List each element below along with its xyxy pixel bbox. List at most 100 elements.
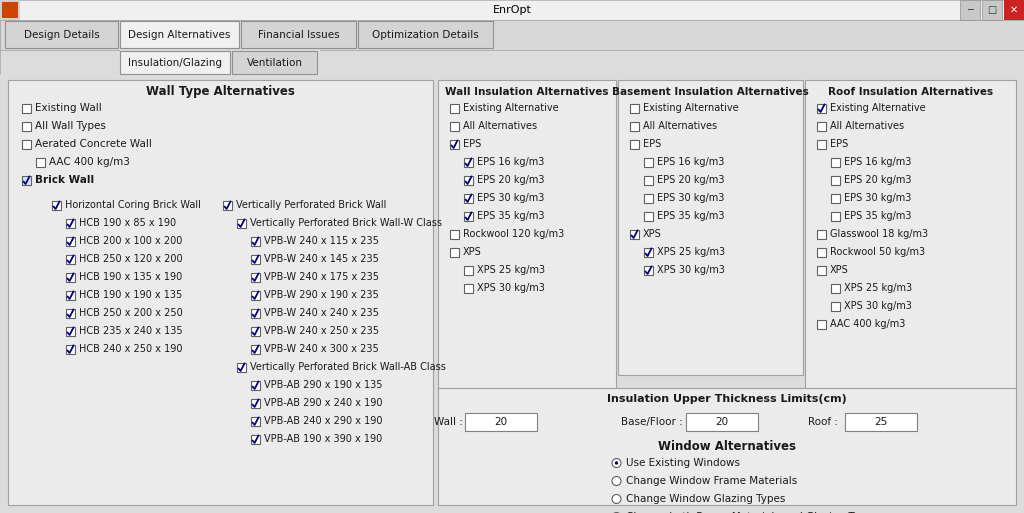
Text: 20: 20 bbox=[716, 417, 728, 427]
Text: VPB-W 240 x 250 x 235: VPB-W 240 x 250 x 235 bbox=[264, 326, 379, 336]
Text: 25: 25 bbox=[874, 417, 888, 427]
Bar bbox=[22, 175, 31, 185]
Bar bbox=[251, 435, 260, 444]
Bar bbox=[120, 51, 230, 74]
Bar bbox=[251, 254, 260, 264]
Bar bbox=[464, 211, 473, 221]
Text: EPS 16 kg/m3: EPS 16 kg/m3 bbox=[844, 157, 911, 167]
Bar bbox=[120, 21, 239, 48]
Bar bbox=[52, 201, 61, 209]
Bar bbox=[251, 290, 260, 300]
Text: Horizontal Coring Brick Wall: Horizontal Coring Brick Wall bbox=[65, 200, 201, 210]
Text: All Alternatives: All Alternatives bbox=[643, 121, 717, 131]
Text: XPS 30 kg/m3: XPS 30 kg/m3 bbox=[844, 301, 912, 311]
Text: Base/Floor :: Base/Floor : bbox=[621, 417, 683, 427]
Bar bbox=[36, 157, 45, 167]
Text: 20: 20 bbox=[495, 417, 508, 427]
Bar bbox=[817, 104, 826, 112]
Circle shape bbox=[614, 461, 618, 465]
Bar bbox=[22, 104, 31, 112]
Bar bbox=[66, 326, 75, 336]
Bar bbox=[805, 80, 1016, 420]
Bar bbox=[450, 104, 459, 112]
Text: Change Window Frame Materials: Change Window Frame Materials bbox=[626, 476, 798, 486]
Text: Wall Type Alternatives: Wall Type Alternatives bbox=[146, 86, 295, 98]
Bar bbox=[450, 140, 459, 148]
Text: Wall Insulation Alternatives: Wall Insulation Alternatives bbox=[445, 87, 608, 97]
Text: EPS 35 kg/m3: EPS 35 kg/m3 bbox=[844, 211, 911, 221]
Bar bbox=[831, 193, 840, 203]
Bar bbox=[618, 80, 803, 375]
Bar bbox=[630, 140, 639, 148]
Text: XPS: XPS bbox=[463, 247, 481, 257]
Text: Existing Alternative: Existing Alternative bbox=[463, 103, 559, 113]
Text: Brick Wall: Brick Wall bbox=[35, 175, 94, 185]
Bar bbox=[22, 140, 31, 148]
Text: Vertically Perforated Brick Wall-W Class: Vertically Perforated Brick Wall-W Class bbox=[250, 218, 442, 228]
Text: XPS 25 kg/m3: XPS 25 kg/m3 bbox=[657, 247, 725, 257]
Text: EnrOpt: EnrOpt bbox=[493, 5, 531, 15]
Text: VPB-AB 290 x 240 x 190: VPB-AB 290 x 240 x 190 bbox=[264, 398, 383, 408]
Text: ─: ─ bbox=[967, 5, 973, 15]
Bar bbox=[251, 417, 260, 425]
Bar bbox=[251, 326, 260, 336]
Bar bbox=[0, 0, 1024, 20]
Bar bbox=[66, 254, 75, 264]
Bar bbox=[817, 122, 826, 130]
Bar bbox=[237, 363, 246, 371]
Text: EPS 30 kg/m3: EPS 30 kg/m3 bbox=[657, 193, 724, 203]
Bar bbox=[251, 272, 260, 282]
Bar bbox=[2, 2, 18, 18]
Text: Existing Wall: Existing Wall bbox=[35, 103, 101, 113]
Text: Basement Insulation Alternatives: Basement Insulation Alternatives bbox=[612, 87, 809, 97]
Text: All Alternatives: All Alternatives bbox=[463, 121, 538, 131]
Bar bbox=[251, 236, 260, 246]
Text: VPB-AB 290 x 190 x 135: VPB-AB 290 x 190 x 135 bbox=[264, 380, 383, 390]
Text: All Alternatives: All Alternatives bbox=[830, 121, 904, 131]
Text: XPS 25 kg/m3: XPS 25 kg/m3 bbox=[844, 283, 912, 293]
Bar bbox=[464, 284, 473, 292]
Text: AAC 400 kg/m3: AAC 400 kg/m3 bbox=[49, 157, 130, 167]
Text: Rockwool 50 kg/m3: Rockwool 50 kg/m3 bbox=[830, 247, 925, 257]
Text: Wall :: Wall : bbox=[434, 417, 463, 427]
Text: Vertically Perforated Brick Wall-AB Class: Vertically Perforated Brick Wall-AB Clas… bbox=[250, 362, 445, 372]
Bar bbox=[251, 399, 260, 407]
Text: VPB-W 240 x 115 x 235: VPB-W 240 x 115 x 235 bbox=[264, 236, 379, 246]
Bar bbox=[644, 247, 653, 256]
Text: EPS 20 kg/m3: EPS 20 kg/m3 bbox=[844, 175, 911, 185]
Text: Roof Insulation Alternatives: Roof Insulation Alternatives bbox=[828, 87, 993, 97]
Bar bbox=[817, 140, 826, 148]
Text: Optimization Details: Optimization Details bbox=[372, 30, 479, 40]
Bar bbox=[223, 201, 232, 209]
Text: Glasswool 18 kg/m3: Glasswool 18 kg/m3 bbox=[830, 229, 928, 239]
Bar bbox=[450, 229, 459, 239]
Text: AAC 400 kg/m3: AAC 400 kg/m3 bbox=[830, 319, 905, 329]
Bar bbox=[438, 80, 616, 420]
Text: XPS: XPS bbox=[830, 265, 849, 275]
Text: Change Window Glazing Types: Change Window Glazing Types bbox=[626, 494, 785, 504]
Text: XPS: XPS bbox=[643, 229, 662, 239]
Bar bbox=[438, 388, 1016, 505]
Text: EPS 30 kg/m3: EPS 30 kg/m3 bbox=[844, 193, 911, 203]
Text: Ventilation: Ventilation bbox=[247, 58, 302, 68]
Text: Aerated Concrete Wall: Aerated Concrete Wall bbox=[35, 139, 152, 149]
Text: HCB 200 x 100 x 200: HCB 200 x 100 x 200 bbox=[79, 236, 182, 246]
Bar bbox=[630, 229, 639, 239]
Bar bbox=[961, 0, 980, 20]
Bar bbox=[237, 219, 246, 227]
Bar bbox=[630, 122, 639, 130]
Bar bbox=[817, 266, 826, 274]
Bar bbox=[644, 266, 653, 274]
Text: ✕: ✕ bbox=[1010, 5, 1018, 15]
Circle shape bbox=[612, 477, 621, 485]
Text: Existing Alternative: Existing Alternative bbox=[643, 103, 738, 113]
Bar bbox=[120, 50, 319, 75]
Text: EPS 35 kg/m3: EPS 35 kg/m3 bbox=[657, 211, 725, 221]
Text: EPS 16 kg/m3: EPS 16 kg/m3 bbox=[657, 157, 724, 167]
Bar bbox=[831, 302, 840, 310]
Bar bbox=[0, 50, 1024, 75]
Text: HCB 235 x 240 x 135: HCB 235 x 240 x 135 bbox=[79, 326, 182, 336]
Bar bbox=[686, 413, 758, 431]
Bar bbox=[982, 0, 1002, 20]
Bar bbox=[22, 122, 31, 130]
